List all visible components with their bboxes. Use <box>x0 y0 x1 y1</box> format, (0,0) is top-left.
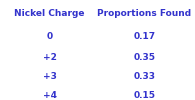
Text: 0: 0 <box>47 32 53 41</box>
Text: Proportions Found: Proportions Found <box>97 9 191 18</box>
Text: +4: +4 <box>43 91 57 100</box>
Text: 0.33: 0.33 <box>133 72 155 81</box>
Text: 0.15: 0.15 <box>133 91 155 100</box>
Text: Nickel Charge: Nickel Charge <box>14 9 85 18</box>
Text: +3: +3 <box>43 72 57 81</box>
Text: +2: +2 <box>43 53 57 62</box>
Text: 0.35: 0.35 <box>133 53 155 62</box>
Text: 0.17: 0.17 <box>133 32 155 41</box>
